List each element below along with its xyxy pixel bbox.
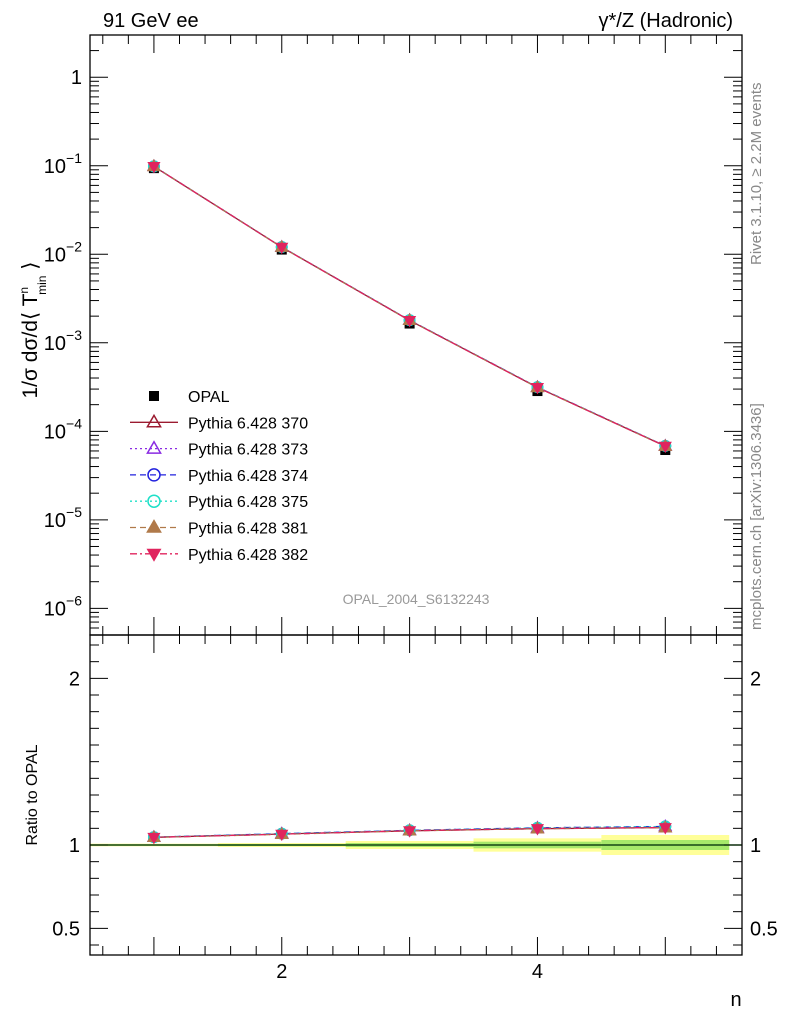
legend-marker	[146, 519, 162, 533]
ratio-mc-point	[275, 829, 289, 842]
ratio-series-group	[146, 819, 673, 845]
main-series-line-2	[153, 165, 666, 447]
main-ytick-label: 10−2	[44, 238, 82, 266]
ratio-frame	[89, 634, 743, 956]
main-series-group	[146, 158, 673, 456]
main-ytick-label: 10−5	[44, 504, 82, 532]
ratio-ytick-label-right: 2	[750, 668, 761, 690]
main-ticks: 1 10−1 10−2 10−3 10−4 10−5 10−6	[44, 34, 742, 636]
main-ylabel: 1/σ dσ/d⟨ Tn min ⟩	[17, 261, 49, 398]
ratio-panel: 0.5 0.5 1 1 2 2 2 4 Ratio to OPAL n	[24, 634, 778, 1011]
main-mc-point	[530, 383, 545, 395]
watermark: OPAL_2004_S6132243	[343, 591, 490, 607]
xlabel: n	[730, 989, 741, 1011]
main-mc-point	[403, 316, 417, 328]
ylabel-sub: min	[35, 276, 49, 295]
main-ytick-label: 1	[71, 67, 82, 89]
xtick-label: 2	[276, 961, 287, 983]
legend-label: Pythia 6.428 382	[188, 547, 308, 564]
ratio-ytick-label-right: 0.5	[750, 918, 778, 940]
ylabel-sup: n	[17, 287, 31, 294]
main-ytick-label: 10−6	[44, 592, 82, 620]
main-mc-point	[658, 441, 672, 454]
rivet-label: Rivet 3.1.10, ≥ 2.2M events	[748, 83, 765, 266]
main-mc-point	[275, 242, 289, 255]
main-ytick-label: 10−1	[44, 150, 82, 178]
legend-label: Pythia 6.428 373	[188, 442, 308, 459]
legend-marker	[146, 413, 162, 428]
ratio-mc-point	[530, 824, 545, 836]
legend-marker	[146, 440, 162, 454]
ratio-ytick-label-left: 2	[69, 668, 80, 690]
ratio-ticks: 0.5 0.5 1 1 2 2 2 4	[52, 635, 778, 983]
legend-label: OPAL	[188, 389, 230, 406]
legend-marker	[147, 494, 161, 508]
main-series-line-1	[153, 165, 666, 447]
ratio-ytick-label-right: 1	[750, 835, 761, 857]
legend: OPAL Pythia 6.428 370 Pythia 6.428 373 Pyth…	[130, 389, 308, 564]
mcplots-label: mcplots.cern.ch [arXiv:1306.3436]	[748, 403, 765, 630]
legend-marker	[146, 548, 162, 562]
legend-marker	[147, 468, 161, 482]
main-series-line-4	[153, 165, 666, 447]
main-series-line-0	[153, 165, 666, 447]
ratio-bands	[90, 835, 742, 855]
ratio-ytick-label-left: 1	[69, 835, 80, 857]
legend-marker	[149, 391, 159, 401]
main-ytick-label: 10−3	[44, 327, 82, 355]
main-frame	[89, 34, 743, 636]
header-right: γ*/Z (Hadronic)	[599, 10, 733, 32]
ratio-ytick-label-left: 0.5	[52, 918, 80, 940]
legend-label: Pythia 6.428 370	[188, 415, 308, 432]
legend-label: Pythia 6.428 374	[188, 468, 308, 485]
main-panel: 1 10−1 10−2 10−3 10−4 10−5 10−6 OPAL_2004_S613…	[17, 34, 743, 636]
main-series-line-3	[153, 165, 666, 447]
main-mc-point	[147, 162, 161, 174]
xtick-label: 4	[532, 961, 543, 983]
ratio-ylabel: Ratio to OPAL	[24, 744, 41, 845]
ratio-mc-point	[658, 823, 672, 835]
header-left: 91 GeV ee	[103, 10, 199, 32]
legend-label: Pythia 6.428 375	[188, 494, 308, 511]
ylabel-prefix: 1/σ dσ/d⟨ T	[19, 293, 42, 398]
legend-label: Pythia 6.428 381	[188, 521, 308, 538]
main-ytick-label: 10−4	[44, 415, 82, 443]
ratio-mc-point	[147, 832, 161, 845]
ylabel-suffix: ⟩	[19, 261, 42, 275]
ratio-mc-point	[403, 826, 417, 838]
main-series-line-5	[153, 165, 666, 447]
